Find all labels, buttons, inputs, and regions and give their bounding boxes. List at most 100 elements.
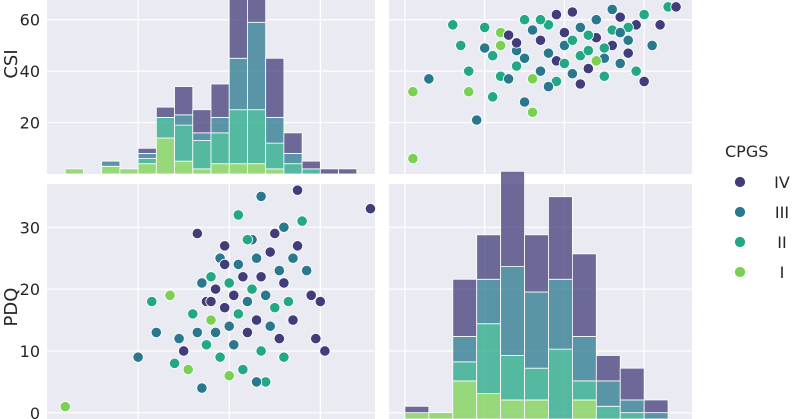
histogram-bar-I [192, 168, 212, 175]
scatter-point-IV [670, 1, 682, 13]
histogram-bar-II [192, 140, 212, 170]
histogram-bar-II [595, 405, 621, 419]
scatter-point-III [287, 252, 299, 264]
scatter-point-III [150, 326, 162, 339]
scatter-point-IV [191, 227, 203, 240]
histogram-bar-II [228, 109, 248, 165]
scatter-point-III [622, 34, 634, 46]
histogram-bar-IV [155, 106, 175, 118]
histogram-bar-III [643, 412, 669, 419]
scatter-point-II [237, 363, 249, 376]
histogram-bar-III [174, 114, 194, 126]
legend-marker-II [734, 236, 746, 248]
scatter-point-II [187, 308, 199, 320]
histogram-bar-III [210, 117, 230, 134]
histogram-bar-I [101, 165, 121, 175]
panel-csi-vs-pdq [389, 0, 692, 174]
scatter-point-II [200, 339, 213, 351]
scatter-point-III [471, 114, 483, 126]
histogram-bar-III [476, 278, 502, 325]
scatter-point-I [495, 39, 507, 52]
scatter-point-IV [654, 19, 666, 31]
scatter-point-II [542, 19, 555, 31]
scatter-point-IV [241, 326, 254, 339]
scatter-point-IV [622, 47, 634, 59]
histogram-bar-IV [524, 234, 549, 293]
scatter-point-II [638, 8, 650, 21]
histogram-bar-IV [137, 147, 157, 154]
histogram-bar-IV [452, 278, 478, 337]
scatter-point-III [646, 39, 658, 52]
scatter-point-III [250, 376, 263, 388]
scatter-point-I [590, 55, 602, 67]
scatter-point-I [223, 370, 235, 382]
scatter-point-IV [255, 271, 267, 283]
histogram-bar-IV [319, 168, 339, 175]
scatter-point-IV [278, 277, 290, 289]
histogram-bar-II [548, 348, 573, 419]
histogram-bar-III [247, 21, 267, 111]
histogram-bar-II [571, 380, 597, 401]
scatter-point-III [614, 26, 626, 39]
scatter-point-IV [510, 37, 523, 49]
scatter-point-IV [228, 289, 240, 301]
histogram-bar-II [301, 168, 321, 175]
scatter-point-III [542, 80, 555, 93]
scatter-point-III [614, 57, 626, 70]
scatter-point-II [223, 277, 235, 289]
histogram-bar-II [476, 323, 502, 394]
scatter-point-II [558, 57, 571, 70]
scatter-point-II [282, 295, 295, 308]
histogram-bar-I [265, 168, 285, 175]
scatter-point-III [255, 190, 267, 202]
scatter-point-IV [209, 283, 222, 295]
legend-label-III: III [775, 203, 789, 222]
scatter-point-III [518, 52, 531, 64]
legend-label-IV: IV [774, 173, 790, 192]
histogram-bar-IV [247, 0, 267, 23]
scatter-point-IV [264, 246, 276, 258]
scatter-point-III [574, 21, 586, 34]
scatter-point-III [518, 96, 531, 108]
legend-label-I: I [780, 263, 785, 282]
scatter-point-I [407, 86, 419, 98]
scatter-point-II [598, 70, 610, 82]
histogram-bar-IV [283, 132, 303, 154]
histogram-bar-II [137, 158, 157, 165]
histogram-bar-III [500, 266, 525, 356]
scatter-point-IV [550, 8, 563, 21]
scatter-point-II [550, 75, 563, 88]
histogram-bar-IV [265, 57, 285, 118]
histogram-bar-II [265, 142, 285, 170]
histogram-bar-I [247, 163, 267, 175]
scatter-point-II [241, 234, 254, 246]
histogram-bar-I [500, 399, 525, 419]
scatter-point-II [518, 14, 531, 26]
scatter-point-III [503, 73, 515, 85]
y-tick-label: 30 [20, 218, 40, 237]
histogram-bar-IV [643, 399, 669, 414]
histogram-bar-IV [619, 367, 645, 401]
scatter-point-IV [291, 240, 304, 252]
scatter-point-II [574, 50, 586, 62]
scatter-point-I [526, 73, 539, 85]
legend-label-II: II [777, 233, 786, 252]
scatter-point-III [241, 295, 254, 308]
scatter-point-IV [614, 11, 626, 23]
scatter-point-III [606, 3, 618, 16]
scatter-point-III [250, 252, 263, 264]
histogram-bar-II [155, 117, 175, 139]
histogram-bar-IV [210, 83, 230, 118]
y-axis-label-csi: CSI [1, 49, 22, 78]
scatter-point-II [622, 21, 634, 34]
scatter-point-III [132, 351, 144, 363]
histogram-bar-III [595, 380, 621, 407]
histogram-bar-IV [595, 355, 621, 382]
scatter-point-II [214, 351, 226, 363]
histogram-bar-IV [338, 168, 358, 175]
histogram-bar-III [228, 57, 248, 111]
scatter-point-II [479, 21, 491, 34]
scatter-point-IV [250, 314, 263, 326]
